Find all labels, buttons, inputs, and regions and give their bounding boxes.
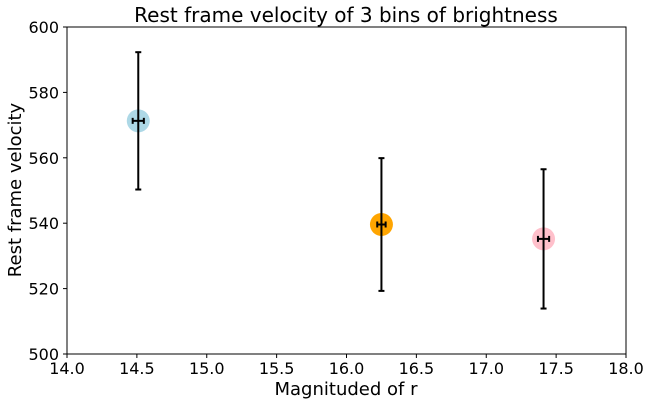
x-tick-label: 18.0 — [608, 359, 644, 378]
data-point-group — [532, 168, 556, 310]
y-tick-label: 500 — [28, 345, 59, 364]
x-axis-label: Magnituded of r — [275, 379, 419, 400]
x-tick-label: 17.5 — [538, 359, 574, 378]
y-tick-label: 520 — [28, 280, 59, 299]
x-tick-label: 14.0 — [49, 359, 85, 378]
y-tick-label: 600 — [28, 18, 59, 37]
x-tick-label: 15.5 — [259, 359, 295, 378]
y-axis-label: Rest frame velocity — [5, 102, 26, 277]
x-axis: 14.0 14.5 15.0 15.5 16.0 16.5 17.0 17.5 18.0 — [49, 354, 644, 378]
chart-title: Rest frame velocity of 3 bins of brightn… — [134, 3, 558, 27]
y-axis: 500 520 540 560 580 600 — [28, 18, 67, 364]
x-tick-label: 16.0 — [329, 359, 365, 378]
data-point-group — [369, 157, 393, 292]
x-tick-label: 16.5 — [399, 359, 435, 378]
plot-area — [126, 51, 556, 310]
x-tick-label: 15.0 — [189, 359, 225, 378]
data-point-group — [126, 51, 150, 191]
x-tick-label: 17.0 — [468, 359, 504, 378]
x-tick-label: 14.5 — [119, 359, 155, 378]
y-tick-label: 540 — [28, 214, 59, 233]
y-tick-label: 580 — [28, 83, 59, 102]
plot-frame — [66, 26, 627, 355]
y-tick-label: 560 — [28, 149, 59, 168]
